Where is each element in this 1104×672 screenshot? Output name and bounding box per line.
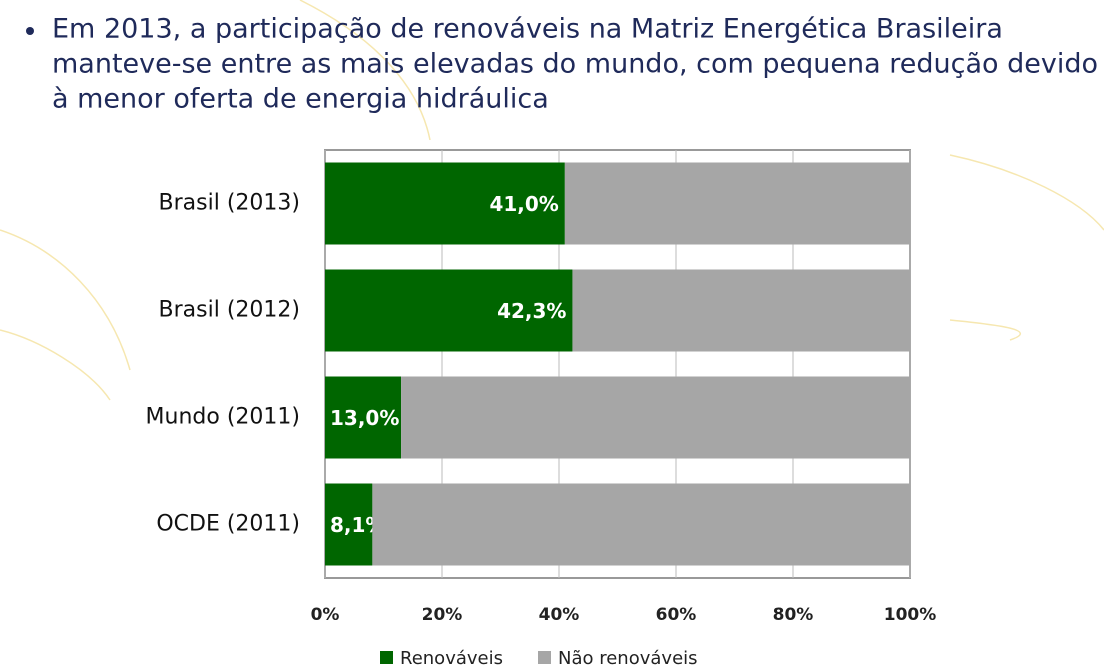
bar-segment <box>564 162 910 245</box>
x-tick-label: 100% <box>884 605 937 625</box>
bar-segment <box>372 483 910 566</box>
x-tick-label: 0% <box>311 605 340 625</box>
bullet-line: manteve-se entre as mais elevadas do mun… <box>52 49 1098 80</box>
x-tick-label: 20% <box>422 605 463 625</box>
bullet-line: Em 2013, a participação de renováveis na… <box>52 14 1003 45</box>
value-label: 42,3% <box>497 299 566 323</box>
decoration <box>0 229 131 371</box>
decoration <box>0 329 111 401</box>
legend-label: Renováveis <box>400 648 503 669</box>
legend-label: Não renováveis <box>558 648 698 669</box>
x-tick-label: 60% <box>656 605 697 625</box>
y-tick-label: OCDE (2011) <box>156 512 300 537</box>
bar-segment <box>325 269 573 352</box>
x-tick-label: 80% <box>773 605 814 625</box>
decoration <box>299 0 431 141</box>
bar-segment <box>325 162 565 245</box>
value-label: 13,0% <box>330 406 399 430</box>
legend-swatch <box>380 651 393 664</box>
bullet-line: à menor oferta de energia hidráulica <box>52 84 549 115</box>
chart: 0% 20% 40% 60% 80% 100% Brasil (2013) 41,0% Bras… <box>146 149 937 669</box>
decoration <box>949 154 1104 231</box>
y-tick-label: Brasil (2012) <box>159 298 300 323</box>
bullet <box>26 27 34 35</box>
x-tick-label: 40% <box>539 605 580 625</box>
bar-segment <box>325 483 373 566</box>
bar-segment <box>572 269 910 352</box>
bar-segment <box>401 376 910 459</box>
legend-swatch <box>538 651 551 664</box>
y-tick-label: Brasil (2013) <box>159 191 300 216</box>
y-tick-label: Mundo (2011) <box>146 405 300 430</box>
bar-segment <box>325 376 402 459</box>
value-label: 41,0% <box>489 192 558 216</box>
decoration <box>949 319 1022 341</box>
